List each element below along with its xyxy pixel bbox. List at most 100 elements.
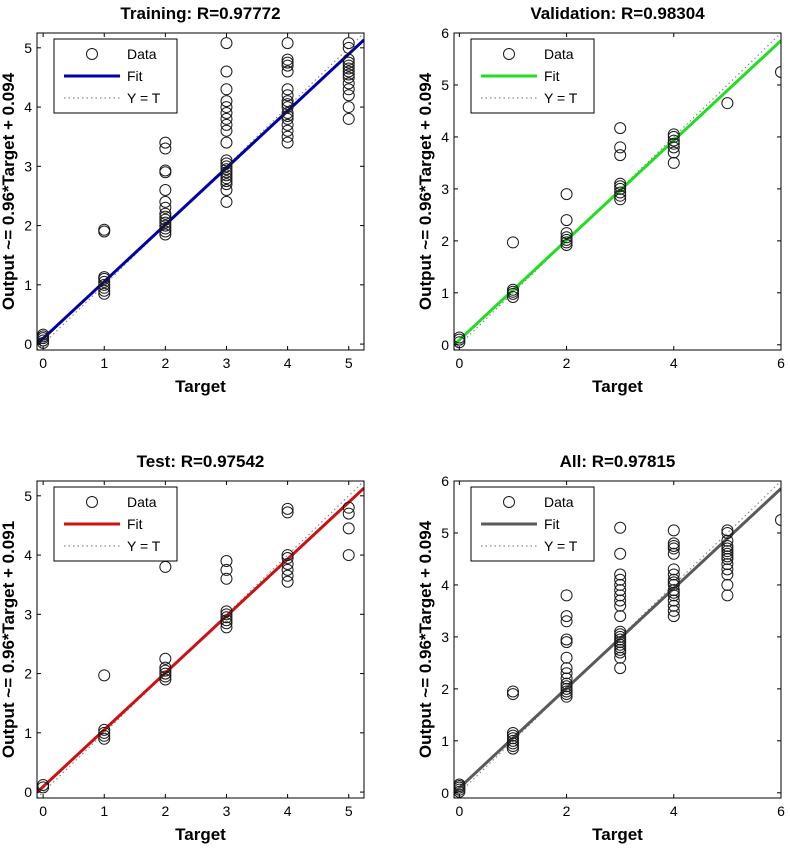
chart-4-data-point: [560, 682, 573, 695]
chart-4-data-point: [721, 534, 734, 547]
chart-2-y-axis-label: Output ~= 0.96*Target + 0.094: [416, 72, 435, 310]
chart-1-data-point: [37, 328, 50, 341]
chart-3-data-point: [342, 501, 355, 514]
chart-3-data-point: [220, 617, 233, 630]
chart-3-x-tick-label: 3: [223, 803, 231, 819]
chart-3-plot-layer: [37, 481, 364, 798]
chart-4-data-point: [506, 734, 519, 747]
chart-2-y-tick-label: 6: [441, 25, 449, 41]
chart-1-data-point: [342, 77, 355, 90]
chart-1-data-point: [159, 216, 172, 229]
chart-4-data-point: [614, 599, 627, 612]
chart-3-data-point: [220, 554, 233, 567]
chart-3-data-point: [98, 669, 111, 682]
chart-4-data-point: [721, 568, 734, 581]
chart-4-data-point: [614, 651, 627, 664]
chart-2-data-point: [667, 137, 680, 150]
chart-4-data-point: [614, 573, 627, 586]
chart-4-data-point: [614, 628, 627, 641]
chart-4-data-point: [560, 651, 573, 664]
chart-2-legend: Data Fit Y = T: [470, 38, 595, 114]
chart-1-data-point: [342, 59, 355, 72]
chart-4-data-point: [614, 568, 627, 581]
chart-4-data-point: [614, 625, 627, 638]
chart-1-data-point: [281, 124, 294, 137]
chart-2-data-point: [721, 97, 734, 110]
chart-2-x-tick-label: 6: [777, 355, 785, 371]
chart-1-data-point: [220, 195, 233, 208]
chart-1-data-point: [342, 41, 355, 54]
chart-4-y-tick-label: 6: [441, 473, 449, 489]
chart-2-data-point: [614, 180, 627, 193]
chart-4-legend-data-marker: [503, 496, 515, 508]
chart-1-data-point: [220, 154, 233, 167]
chart-3-x-tick-label: 0: [39, 803, 47, 819]
chart-3-data-point: [281, 549, 294, 562]
chart-1-data-point: [159, 142, 172, 155]
chart-4-x-tick-label: 4: [670, 803, 678, 819]
chart-1-data-point: [342, 71, 355, 84]
chart-2-data-point: [560, 231, 573, 244]
chart-3-data-point: [342, 522, 355, 535]
chart-1-data-point: [281, 130, 294, 143]
chart-1-data-point: [220, 178, 233, 191]
chart-1-data-point: [281, 56, 294, 69]
chart-2-legend-data-marker: [503, 48, 515, 60]
chart-2-y-tick-label: 4: [441, 129, 449, 145]
chart-4-data-point: [560, 589, 573, 602]
chart-4-data-point: [721, 563, 734, 576]
chart-4-data-point: [506, 742, 519, 755]
chart-4-data-point: [667, 594, 680, 607]
chart-1-data-point: [281, 89, 294, 102]
chart-3-x-tick-label: 5: [345, 803, 353, 819]
chart-1-data-point: [281, 109, 294, 122]
chart-3-legend-label: Y = T: [127, 538, 161, 554]
chart-1-data-point: [159, 164, 172, 177]
chart-4: 0 2 4 6 0 1 2 3 4 5 6 All: R=0.97815 Target Output ~=…: [416, 452, 785, 844]
chart-4-x-tick-label: 6: [777, 803, 785, 819]
chart-2-data-point: [560, 233, 573, 246]
chart-1-data-point: [220, 169, 233, 182]
chart-3: 0 1 2 3 4 5 0 1 2 3 4 5 Test: R=0.97542 Target Output …: [0, 452, 365, 844]
chart-3-data-point: [281, 563, 294, 576]
chart-1-data-point: [220, 112, 233, 125]
chart-1-y-tick-label: 1: [24, 277, 32, 293]
chart-2-y-tick-label: 5: [441, 77, 449, 93]
chart-2-data-point: [614, 186, 627, 199]
chart-4-data-point: [614, 643, 627, 656]
chart-2-data-point: [560, 188, 573, 201]
chart-4-data-point: [614, 633, 627, 646]
chart-4-data-point: [721, 589, 734, 602]
chart-1-data-point: [342, 83, 355, 96]
chart-1-data-point: [220, 118, 233, 131]
chart-3-data-point: [159, 652, 172, 665]
chart-4-data-point: [560, 610, 573, 623]
chart-2-data-point: [614, 177, 627, 190]
chart-3-data-point: [98, 726, 111, 739]
chart-1-data-point: [220, 160, 233, 173]
chart-4-data-point: [721, 558, 734, 571]
chart-4-data-point: [560, 672, 573, 685]
chart-1-x-axis-label: Target: [175, 377, 226, 396]
chart-1-data-point: [342, 112, 355, 125]
chart-4-x-tick-label: 2: [563, 803, 571, 819]
chart-4-data-point: [721, 526, 734, 539]
chart-1-data-point: [281, 98, 294, 111]
chart-2-x-axis-label: Target: [592, 377, 643, 396]
chart-2-y-tick-label: 0: [441, 337, 449, 353]
chart-2-data-point: [560, 227, 573, 240]
chart-1-data-point: [159, 201, 172, 214]
chart-1-plot-layer: [37, 33, 364, 350]
chart-4-data-point: [721, 552, 734, 565]
chart-3-y-tick-label: 2: [24, 666, 32, 682]
chart-3-axes-frame: [36, 480, 365, 799]
chart-3-data-point: [220, 611, 233, 624]
chart-2-data-point: [667, 128, 680, 141]
chart-4-data-point: [560, 633, 573, 646]
chart-4-x-tick-label: 0: [455, 803, 463, 819]
chart-3-y-tick-label: 5: [24, 488, 32, 504]
chart-3-x-tick-label: 1: [100, 803, 108, 819]
chart-1-data-point: [342, 89, 355, 102]
chart-3-data-point: [281, 569, 294, 582]
chart-2-data-point: [667, 141, 680, 154]
